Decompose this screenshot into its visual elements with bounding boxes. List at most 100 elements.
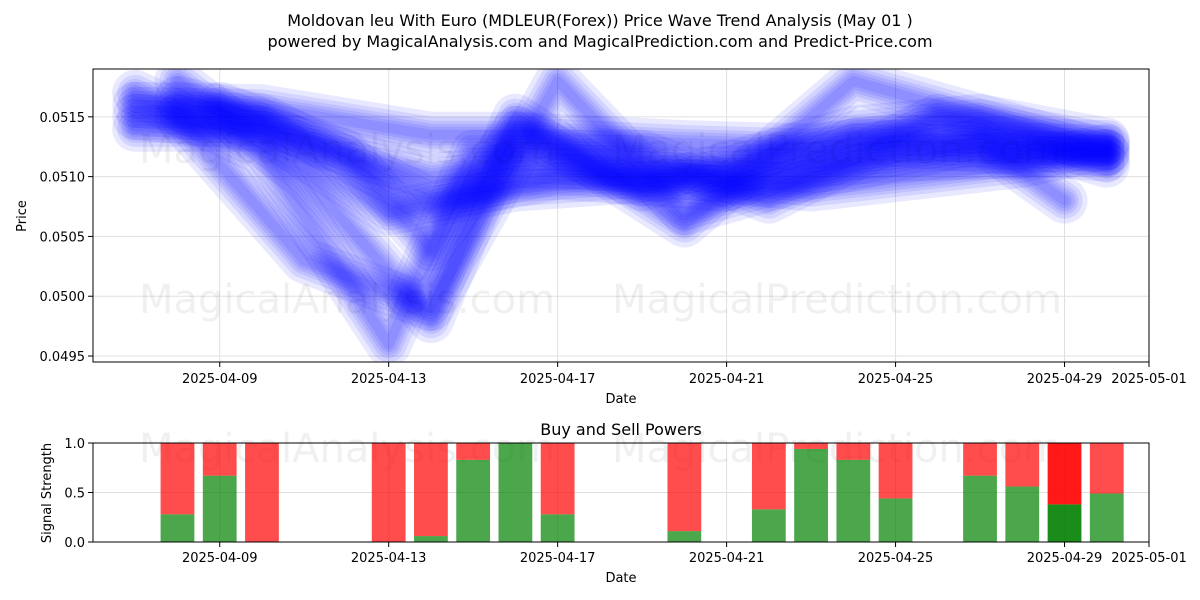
sell-bar bbox=[414, 443, 448, 537]
price-wave-line bbox=[166, 70, 1076, 320]
watermark-left-bottom: MagicalAnalysis.com bbox=[139, 426, 555, 472]
price-wave-line bbox=[117, 74, 1125, 362]
signal-x-tick-label: 2025-04-17 bbox=[520, 551, 596, 566]
price-wave-line bbox=[166, 87, 1118, 212]
watermark-right-top: MagicalPrediction.com bbox=[612, 127, 1062, 173]
price-wave-line bbox=[130, 123, 1112, 182]
price-y-tick-label: 0.0505 bbox=[40, 230, 86, 245]
price-wave-line bbox=[154, 69, 1088, 332]
price-wave-line bbox=[127, 108, 1115, 221]
signal-bars bbox=[160, 443, 1124, 542]
buy-bar bbox=[540, 514, 575, 542]
price-wave-line bbox=[201, 86, 1125, 267]
price-wave-plot: MagicalAnalysis.com MagicalPrediction.co… bbox=[15, 68, 1187, 407]
price-wave-line bbox=[163, 69, 1121, 335]
price-wave-line bbox=[172, 93, 1112, 206]
price-wave-line bbox=[130, 111, 1112, 218]
price-x-axis-label: Date bbox=[605, 392, 636, 407]
buy-bar bbox=[667, 531, 702, 542]
signal-x-axis-label: Date bbox=[605, 571, 636, 586]
price-y-axis-label: Price bbox=[15, 200, 30, 232]
price-wave-line bbox=[130, 87, 1112, 350]
buy-bar bbox=[1047, 504, 1082, 542]
price-y-tick-label: 0.0500 bbox=[40, 290, 86, 305]
price-wave-line bbox=[121, 102, 1121, 227]
price-plot-frame bbox=[92, 68, 1150, 363]
sell-bar bbox=[878, 443, 913, 499]
price-wave-line bbox=[124, 81, 1118, 356]
buy-bar bbox=[794, 448, 828, 542]
price-x-tick-label: 2025-04-29 bbox=[1027, 372, 1103, 387]
price-wave-line bbox=[154, 75, 1130, 224]
price-wave-line bbox=[127, 120, 1115, 185]
price-wave-line bbox=[112, 105, 1130, 200]
buy-bar bbox=[498, 443, 533, 542]
buy-bar bbox=[1089, 493, 1124, 542]
sell-bar bbox=[1005, 443, 1040, 487]
sell-bar bbox=[836, 443, 871, 460]
price-wave-line bbox=[159, 69, 1125, 339]
price-wave-line bbox=[117, 86, 1125, 165]
price-wave-line bbox=[121, 78, 1121, 359]
price-wave-line bbox=[205, 90, 1121, 263]
price-wave-series bbox=[112, 69, 1130, 362]
watermark-left-top: MagicalAnalysis.com bbox=[139, 127, 555, 173]
buy-bar bbox=[202, 475, 237, 542]
chart-subtitle: powered by MagicalAnalysis.com and Magic… bbox=[267, 32, 932, 51]
signal-x-tick-label: 2025-04-25 bbox=[858, 551, 934, 566]
price-y-tick-label: 0.0515 bbox=[40, 111, 86, 126]
sell-bar bbox=[160, 443, 195, 515]
price-wave-line bbox=[169, 73, 1115, 329]
price-wave-line bbox=[124, 117, 1118, 188]
signal-x-tick-label: 2025-04-13 bbox=[351, 551, 427, 566]
price-wave-line bbox=[172, 76, 1070, 314]
price-wave-line bbox=[121, 114, 1121, 191]
buy-bar bbox=[963, 475, 997, 542]
sell-bar bbox=[456, 443, 491, 460]
price-wave-line bbox=[214, 99, 1112, 254]
price-wave-line bbox=[208, 93, 1118, 260]
price-x-tick-label: 2025-04-21 bbox=[689, 372, 765, 387]
signal-y-axis-label: Signal Strength bbox=[40, 443, 55, 543]
sell-bar bbox=[667, 443, 702, 532]
price-wave-line bbox=[163, 84, 1121, 215]
sell-bar bbox=[794, 443, 828, 449]
price-wave-line bbox=[127, 84, 1115, 353]
price-wave-line bbox=[154, 69, 1130, 344]
price-x-tick-label: 2025-04-13 bbox=[351, 372, 427, 387]
price-y-tick-label: 0.0510 bbox=[40, 171, 86, 186]
signal-x-tick-label: 2025-05-01 bbox=[1111, 551, 1187, 566]
signal-y-ticks: 0.0 0.5 1.0 bbox=[64, 437, 93, 551]
signal-y-tick-label: 0.0 bbox=[64, 536, 85, 551]
signal-x-tick-label: 2025-04-09 bbox=[182, 551, 258, 566]
price-wave-line bbox=[112, 69, 1130, 362]
buy-bar bbox=[751, 509, 786, 542]
price-wave-line bbox=[117, 98, 1125, 231]
price-wave-line bbox=[211, 96, 1115, 257]
price-wave-line bbox=[121, 90, 1121, 161]
price-wave-line bbox=[117, 110, 1125, 195]
price-x-tick-label: 2025-04-09 bbox=[182, 372, 258, 387]
price-wave-line bbox=[166, 70, 1118, 332]
buy-bar bbox=[414, 536, 448, 542]
watermark-left-mid: MagicalAnalysis.com bbox=[139, 277, 555, 323]
price-wave-line bbox=[127, 96, 1115, 155]
price-wave-line bbox=[163, 69, 1079, 323]
sell-bar bbox=[963, 443, 997, 476]
watermark-right-mid: MagicalPrediction.com bbox=[612, 277, 1062, 323]
price-wave-line bbox=[159, 69, 1083, 327]
price-x-ticks: 2025-04-09 2025-04-13 2025-04-17 2025-04-21… bbox=[182, 362, 1187, 387]
price-wave-line bbox=[196, 81, 1130, 272]
sell-bar bbox=[540, 443, 575, 515]
price-wave-line bbox=[112, 93, 1130, 236]
signal-plot: Buy and Sell Powers MagicalAnalysis.com … bbox=[40, 420, 1187, 586]
sell-bar bbox=[202, 443, 237, 476]
price-wave-line bbox=[124, 93, 1118, 158]
price-grid bbox=[93, 69, 1150, 362]
price-wave-line bbox=[169, 73, 1073, 317]
sell-bar bbox=[371, 443, 406, 542]
price-y-tick-label: 0.0495 bbox=[40, 350, 86, 365]
buy-bar bbox=[456, 459, 491, 542]
signal-y-tick-label: 1.0 bbox=[64, 437, 85, 452]
